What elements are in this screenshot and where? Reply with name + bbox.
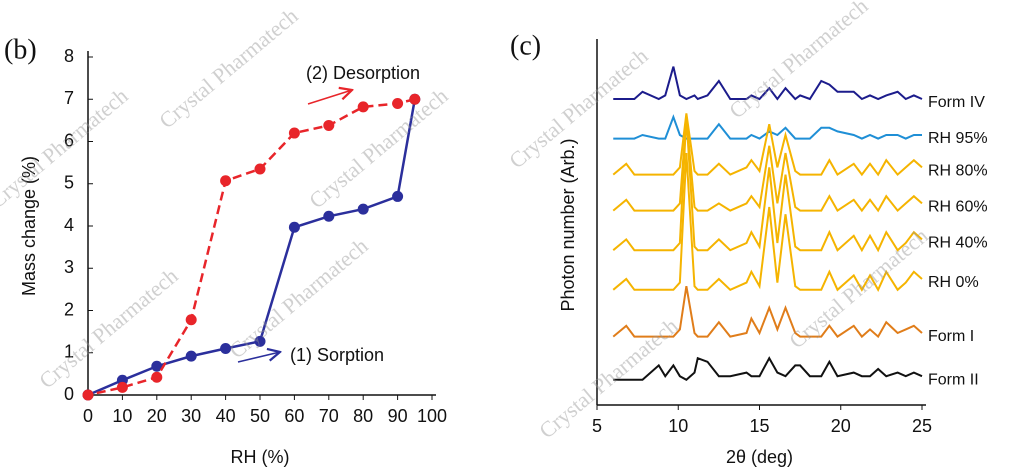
- data-point: [151, 360, 163, 372]
- data-point: [288, 127, 300, 139]
- x-tick-label: 10: [112, 406, 132, 426]
- sorption-arrow: [237, 352, 280, 363]
- watermark: Crystal Pharmatech: [534, 313, 683, 443]
- legend-label: Form I: [928, 328, 974, 345]
- series-line: [613, 66, 923, 101]
- y-tick-label: 6: [64, 130, 74, 150]
- panel-label: (c): [510, 30, 541, 61]
- series-line: [613, 114, 922, 140]
- x-tick-label: 20: [831, 416, 851, 436]
- data-point: [392, 97, 404, 109]
- data-point: [185, 350, 197, 362]
- data-point: [82, 389, 94, 401]
- x-tick-label: 20: [147, 406, 167, 426]
- data-point: [151, 371, 163, 383]
- x-tick-label: 30: [181, 406, 201, 426]
- series-line: [612, 286, 923, 339]
- series-line: [613, 356, 923, 382]
- y-axis-label: Photon number (Arb.): [558, 138, 578, 311]
- x-tick-label: 60: [284, 406, 304, 426]
- x-tick-label: 40: [216, 406, 236, 426]
- legend-label: RH 60%: [928, 199, 988, 216]
- series-line: [612, 116, 923, 253]
- x-tick-label: 100: [417, 406, 447, 426]
- data-point: [185, 314, 197, 326]
- x-axis-label: RH (%): [231, 447, 290, 467]
- data-point: [254, 163, 266, 175]
- series-annotation: (1) Sorption: [290, 345, 384, 365]
- legend-label: RH 0%: [928, 274, 979, 291]
- y-tick-label: 5: [64, 173, 74, 193]
- series-line: [612, 116, 923, 213]
- watermark: Crystal Pharmatech: [724, 0, 873, 123]
- y-tick-label: 1: [64, 342, 74, 362]
- y-tick-label: 0: [64, 384, 74, 404]
- watermark: Crystal Pharmatech: [304, 83, 453, 213]
- y-tick-label: 2: [64, 299, 74, 319]
- x-tick-label: 50: [250, 406, 270, 426]
- legend-label: RH 40%: [928, 235, 988, 252]
- data-point: [254, 335, 266, 347]
- series-annotation: (2) Desorption: [306, 63, 420, 83]
- data-point: [323, 210, 335, 222]
- y-axis-label: Mass change (%): [19, 156, 39, 296]
- legend-label: RH 95%: [928, 130, 988, 147]
- y-tick-label: 7: [64, 88, 74, 108]
- panel-label: (b): [4, 34, 37, 65]
- series-line: [612, 152, 923, 293]
- data-point: [323, 119, 335, 131]
- data-point: [220, 175, 232, 187]
- series-line: [612, 113, 923, 177]
- data-point: [392, 190, 404, 202]
- x-tick-label: 25: [912, 416, 932, 436]
- legend-label: Form IV: [928, 94, 985, 111]
- x-tick-label: 5: [592, 416, 602, 436]
- data-point: [357, 101, 369, 113]
- watermark: Crystal Pharmatech: [154, 3, 303, 133]
- x-tick-label: 90: [388, 406, 408, 426]
- x-tick-label: 0: [83, 406, 93, 426]
- y-tick-label: 4: [64, 215, 74, 235]
- y-tick-label: 3: [64, 257, 74, 277]
- x-tick-label: 15: [749, 416, 769, 436]
- y-tick-label: 8: [64, 46, 74, 66]
- legend-label: Form II: [928, 371, 979, 388]
- data-point: [116, 381, 128, 393]
- data-point: [288, 221, 300, 233]
- watermark: Crystal Pharmatech: [504, 43, 653, 173]
- data-point: [357, 203, 369, 215]
- desorption-arrow: [307, 90, 352, 105]
- data-point: [409, 93, 421, 105]
- x-tick-label: 10: [668, 416, 688, 436]
- legend-label: RH 80%: [928, 163, 988, 180]
- data-point: [220, 343, 232, 355]
- watermark: Crystal Pharmatech: [224, 233, 373, 363]
- x-tick-label: 70: [319, 406, 339, 426]
- x-axis-label: 2θ (deg): [726, 447, 793, 467]
- x-tick-label: 80: [353, 406, 373, 426]
